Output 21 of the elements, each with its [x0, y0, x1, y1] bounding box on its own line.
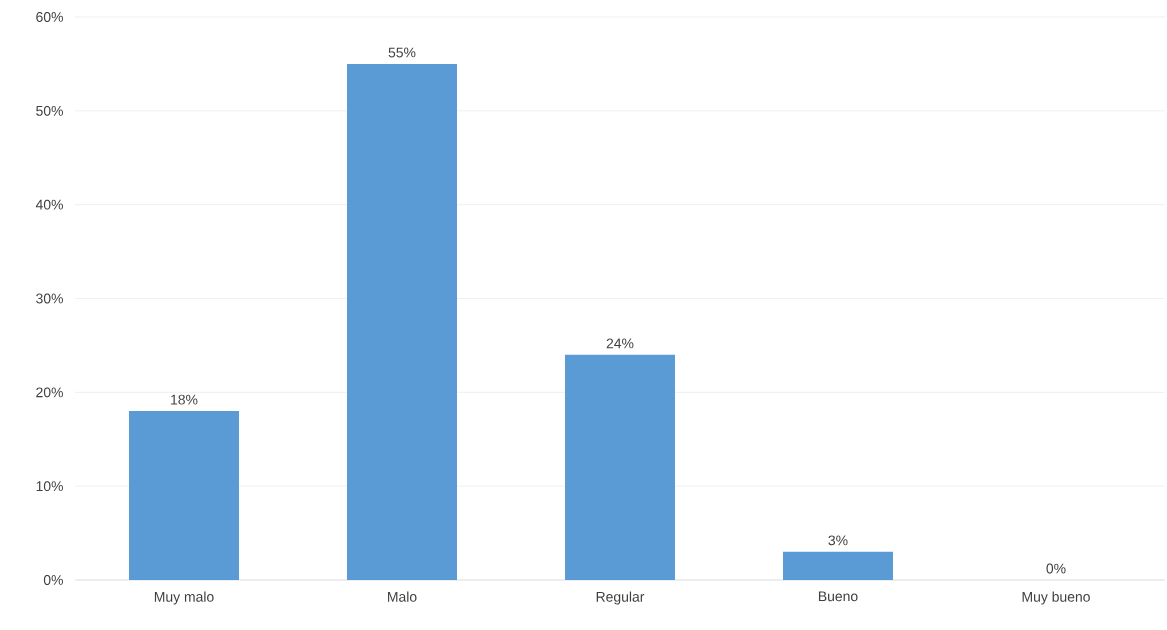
x-tick-label: Muy malo — [154, 591, 214, 605]
bar — [782, 551, 893, 580]
y-tick-label: 50% — [36, 105, 63, 116]
y-tick-label: 20% — [36, 387, 63, 398]
y-tick-label: 10% — [36, 481, 63, 492]
bar — [346, 63, 457, 580]
data-label: 55% — [388, 47, 416, 58]
x-tick-label: Malo — [388, 591, 417, 602]
y-tick-label: 60% — [36, 12, 63, 22]
y-tick-label: 0% — [43, 575, 63, 585]
bar — [564, 354, 675, 580]
x-tick-label: Regular — [596, 591, 645, 605]
bar — [129, 411, 239, 580]
data-label: 0% — [1046, 563, 1066, 574]
x-tick-label: Muy bueno — [1022, 591, 1090, 605]
y-tick-label: 30% — [36, 293, 63, 304]
data-label: 24% — [606, 338, 634, 349]
data-label: 3% — [828, 535, 848, 546]
data-label: 18% — [171, 394, 198, 405]
x-tick-label: Bueno — [818, 591, 858, 602]
y-tick-label: 40% — [35, 199, 63, 210]
